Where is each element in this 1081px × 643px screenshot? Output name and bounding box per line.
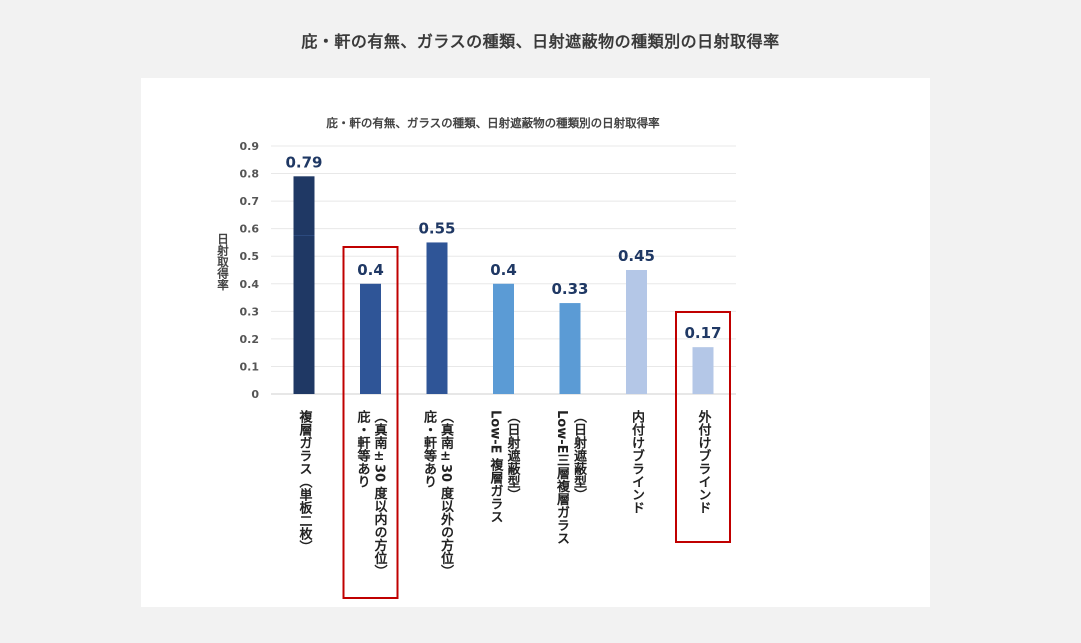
category-label: Low-E三層複層ガラス bbox=[554, 410, 571, 545]
y-tick-label: 0.6 bbox=[240, 223, 260, 236]
category-label: 複層ガラス（単板二枚） bbox=[297, 409, 314, 553]
data-label: 0.79 bbox=[285, 153, 322, 171]
category-label: 庇・軒等あり bbox=[355, 409, 372, 488]
bar bbox=[293, 176, 315, 394]
bar bbox=[360, 283, 381, 394]
chart-title: 庇・軒の有無、ガラスの種類、日射遮蔽物の種類別の日射取得率 bbox=[326, 116, 660, 130]
bar bbox=[426, 242, 448, 394]
data-label: 0.55 bbox=[418, 219, 455, 237]
bar bbox=[559, 303, 581, 394]
highlight-box bbox=[675, 311, 731, 543]
category-label: 外付けブラインド bbox=[696, 409, 713, 514]
bar bbox=[692, 347, 714, 394]
category-label: Low-E 複層ガラス bbox=[488, 410, 505, 523]
highlight-boxes bbox=[342, 246, 731, 599]
data-label: 0.33 bbox=[551, 280, 588, 298]
category-label: （真南±30 度以外の方位） bbox=[438, 410, 455, 578]
category-label: （真南±30 度以内の方位） bbox=[372, 410, 389, 578]
data-label: 0.45 bbox=[618, 247, 655, 265]
data-label: 0.4 bbox=[490, 261, 517, 279]
y-tick-label: 0.1 bbox=[240, 360, 260, 373]
highlight-box bbox=[342, 246, 399, 599]
data-label: 0.17 bbox=[684, 324, 721, 342]
chart-card: 庇・軒の有無、ガラスの種類、日射遮蔽物の種類別の日射取得率 0 0.1 0.2 0.3… bbox=[141, 78, 930, 607]
y-tick-label: 0 bbox=[251, 388, 259, 401]
y-tick-label: 0.3 bbox=[240, 305, 260, 318]
y-tick-label: 0.5 bbox=[240, 250, 260, 263]
page-title: 庇・軒の有無、ガラスの種類、日射遮蔽物の種類別の日射取得率 bbox=[301, 32, 780, 51]
category-label: （日射遮蔽型） bbox=[571, 410, 588, 501]
x-axis-categories: 複層ガラス（単板二枚） 庇・軒等あり （真南±30 度以内の方位） 庇・軒等あり （真南… bbox=[297, 409, 713, 577]
bars bbox=[293, 176, 714, 394]
data-labels: 0.79 0.4 0.55 0.4 0.33 0.45 0.17 bbox=[285, 153, 721, 342]
y-axis-ticks: 0 0.1 0.2 0.3 0.4 0.5 0.6 0.7 0.8 0.9 bbox=[240, 140, 260, 401]
y-axis-title: 日射取得率 bbox=[216, 233, 230, 291]
category-label: 内付けブラインド bbox=[629, 409, 645, 514]
category-label: （日射遮蔽型） bbox=[505, 410, 522, 501]
bar-chart: 庇・軒の有無、ガラスの種類、日射遮蔽物の種類別の日射取得率 0 0.1 0.2 0.3… bbox=[216, 116, 736, 599]
y-tick-label: 0.4 bbox=[240, 278, 260, 291]
y-tick-label: 0.7 bbox=[240, 195, 260, 208]
bar bbox=[626, 270, 647, 394]
bar bbox=[493, 283, 514, 394]
data-label: 0.4 bbox=[357, 261, 384, 279]
y-tick-label: 0.9 bbox=[240, 140, 260, 153]
y-tick-label: 0.8 bbox=[240, 168, 260, 181]
y-tick-label: 0.2 bbox=[240, 333, 260, 346]
category-label: 庇・軒等あり bbox=[421, 409, 438, 488]
y-axis-title: 日射取得率 bbox=[216, 233, 230, 291]
